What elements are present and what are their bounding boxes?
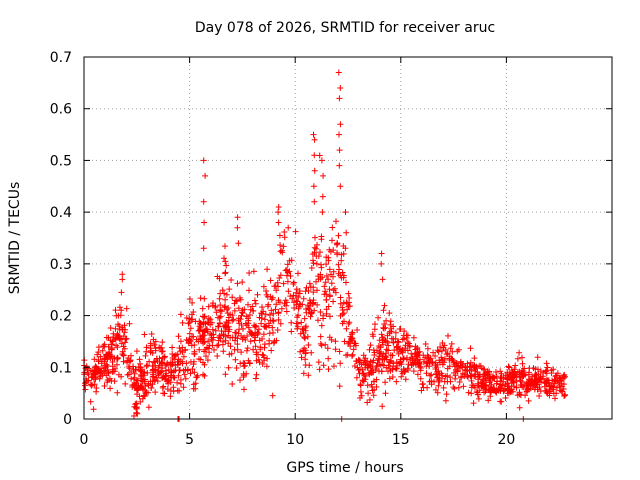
y-tick-label: 0.1 (50, 360, 72, 376)
chart-title: Day 078 of 2026, SRMTID for receiver aru… (195, 20, 495, 36)
y-axis-label: SRMTID / TECUs (7, 182, 23, 295)
data-point-markers (81, 232, 568, 413)
x-tick-label: 15 (392, 432, 410, 448)
y-tick-label: 0.5 (50, 153, 72, 169)
y-tick-label: 0.7 (50, 50, 72, 66)
x-tick-label: 10 (286, 432, 304, 448)
y-tick-label: 0.4 (50, 205, 72, 221)
x-tick-label: 0 (80, 432, 89, 448)
axis-ticks (83, 56, 612, 420)
x-axis-label: GPS time / hours (286, 460, 403, 476)
y-tick-label: 0.6 (50, 102, 72, 118)
data-point-markers (83, 232, 568, 410)
plot-frame (83, 56, 613, 420)
data-point-markers (119, 69, 527, 422)
y-tick-label: 0 (63, 412, 72, 428)
axis-tick-labels: 0 0.1 0.2 0.3 0.4 0.5 0.6 0.7 0 5 10 15 20 (50, 50, 516, 448)
y-tick-label: 0.2 (50, 309, 72, 325)
x-tick-label: 20 (497, 432, 515, 448)
data-points (81, 69, 569, 422)
data-point-markers (85, 234, 567, 405)
grid-lines (84, 57, 612, 419)
y-tick-label: 0.3 (50, 257, 72, 273)
x-tick-label: 5 (185, 432, 194, 448)
